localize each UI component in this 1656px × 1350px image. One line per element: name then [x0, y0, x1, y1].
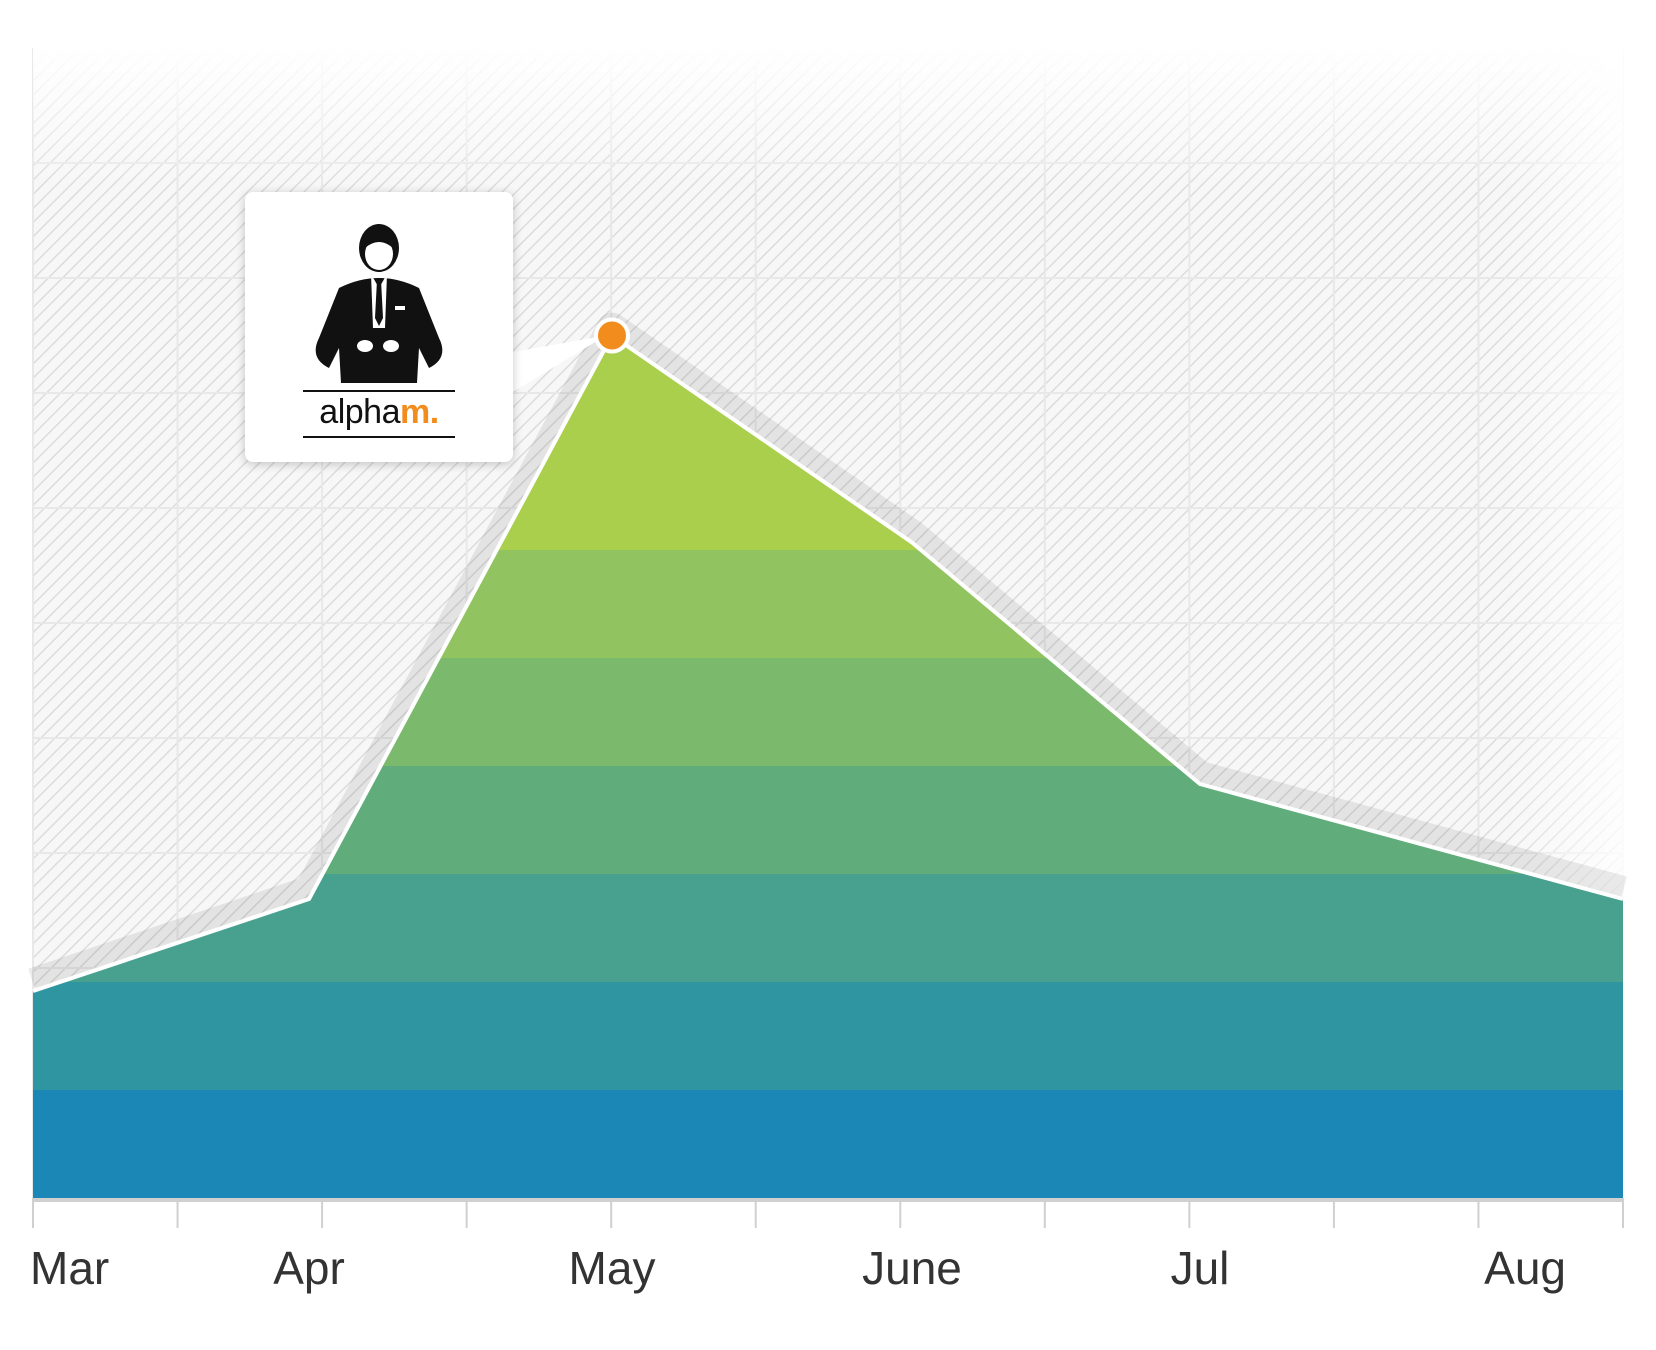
area-band: [33, 982, 1623, 1090]
top-fade: [33, 46, 1623, 186]
area-outline: [32, 333, 1624, 993]
x-tick-label: Aug: [1484, 1242, 1566, 1294]
area-band: [33, 1090, 1623, 1198]
x-axis: [32, 1198, 1624, 1228]
logo-text-accent: m.: [400, 393, 439, 431]
highlight-point: [594, 317, 630, 354]
logo-text-main: alpha: [319, 393, 400, 431]
logo-wordmark: alpham.: [303, 390, 455, 438]
x-tick-label: Mar: [30, 1242, 109, 1294]
logo-tooltip: alpham.: [245, 192, 513, 462]
x-tick-label: June: [862, 1242, 962, 1294]
x-tick-label: May: [569, 1242, 656, 1294]
x-axis-labels: Mar Apr May June Jul Aug: [30, 1242, 1566, 1294]
area-line: [32, 333, 1624, 993]
markers: [513, 317, 630, 392]
tooltip-pointer: [513, 335, 606, 392]
area-shadow: [28, 312, 1627, 998]
x-tick-label: Jul: [1171, 1242, 1230, 1294]
x-tick-label: Apr: [273, 1242, 345, 1294]
man-in-suit-icon: [315, 224, 443, 383]
